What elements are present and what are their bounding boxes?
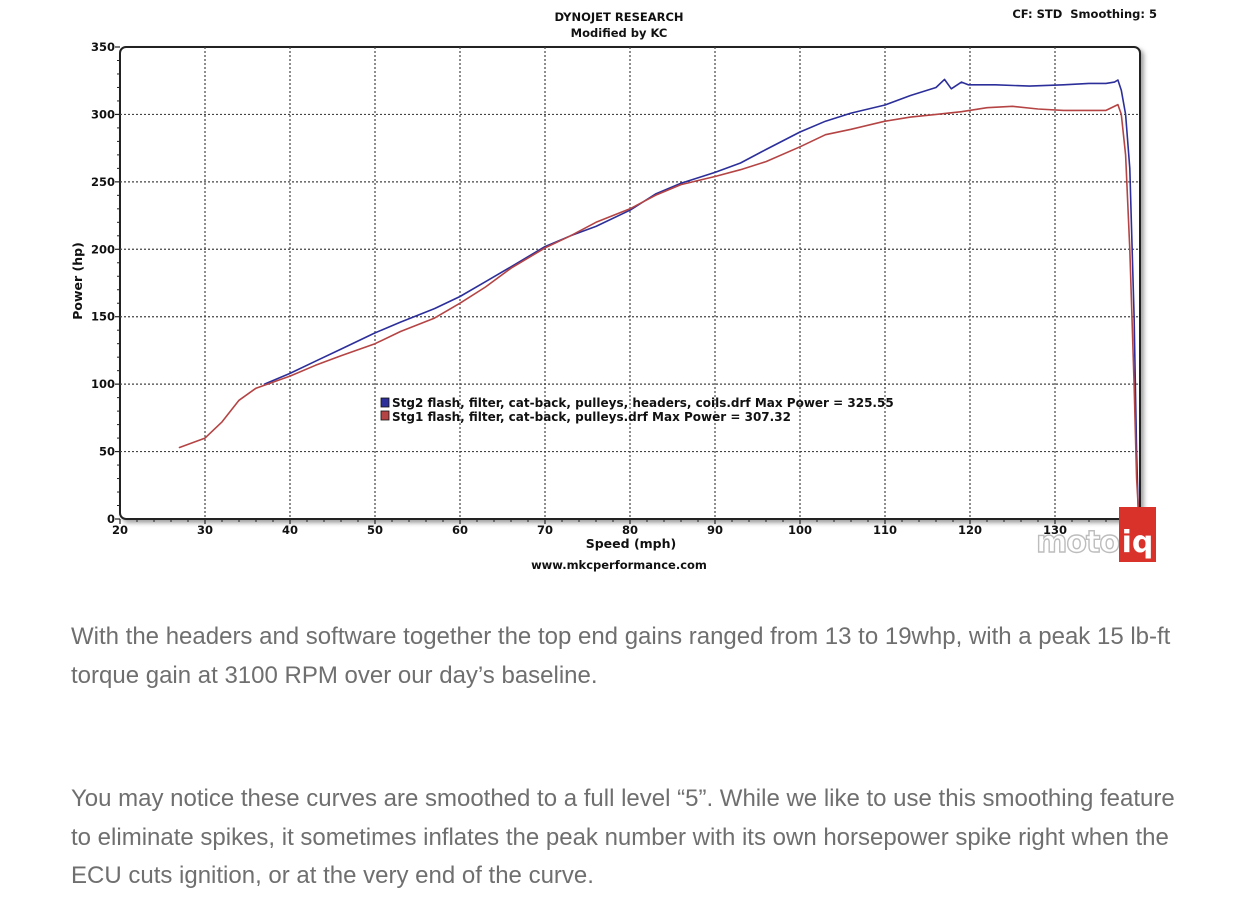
dyno-chart: DYNOJET RESEARCH Modified by KC CF: STD …: [70, 7, 1157, 572]
x-tick-label: 70: [537, 523, 553, 537]
y-tick-label: 200: [91, 242, 115, 256]
y-axis-label: Power (hp): [70, 242, 85, 320]
x-tick-label: 100: [788, 523, 812, 537]
x-tick-label: 80: [622, 523, 638, 537]
y-tick-label: 150: [91, 310, 115, 324]
svg-text:moto: moto: [1036, 525, 1119, 560]
y-tick-label: 250: [91, 175, 115, 189]
x-tick-label: 40: [282, 523, 298, 537]
chart-settings: CF: STD Smoothing: 5: [1012, 7, 1157, 21]
legend-label-stg2: Stg2 flash, filter, cat-back, pulleys, h…: [392, 396, 894, 410]
x-tick-label: 130: [1043, 523, 1067, 537]
article-paragraph-1: With the headers and software together t…: [71, 623, 1171, 689]
chart-header-subtitle: Modified by KC: [571, 26, 668, 40]
y-tick-label: 350: [91, 40, 115, 54]
legend-label-stg1: Stg1 flash, filter, cat-back, pulleys.dr…: [392, 410, 791, 424]
series-layer: [178, 78, 1140, 514]
x-tick-label: 90: [707, 523, 723, 537]
x-tick-label: 120: [958, 523, 982, 537]
y-tick-label: 100: [91, 377, 115, 391]
y-tick-label: 300: [91, 107, 115, 121]
y-tick-label: 0: [107, 512, 115, 526]
x-tick-label: 50: [367, 523, 383, 537]
series-line-stg2: [263, 78, 1140, 514]
legend-swatch-stg2: [380, 397, 390, 408]
x-axis-label: Speed (mph): [586, 536, 677, 551]
y-tick-label: 50: [99, 445, 115, 459]
article-paragraph-2: You may notice these curves are smoothed…: [71, 785, 1175, 889]
svg-text:iq: iq: [1122, 525, 1154, 560]
legend: Stg2 flash, filter, cat-back, pulleys, h…: [380, 396, 894, 424]
chart-header-title: DYNOJET RESEARCH: [554, 10, 683, 24]
x-tick-label: 30: [197, 523, 213, 537]
series-line-stg1: [178, 103, 1140, 509]
motoiq-watermark: moto iq: [1035, 507, 1156, 562]
grid: [120, 47, 1140, 519]
chart-footer-url: www.mkcperformance.com: [531, 558, 707, 572]
x-tick-label: 110: [873, 523, 897, 537]
x-tick-label: 60: [452, 523, 468, 537]
legend-swatch-stg1: [380, 410, 390, 421]
x-tick-label: 20: [112, 523, 128, 537]
